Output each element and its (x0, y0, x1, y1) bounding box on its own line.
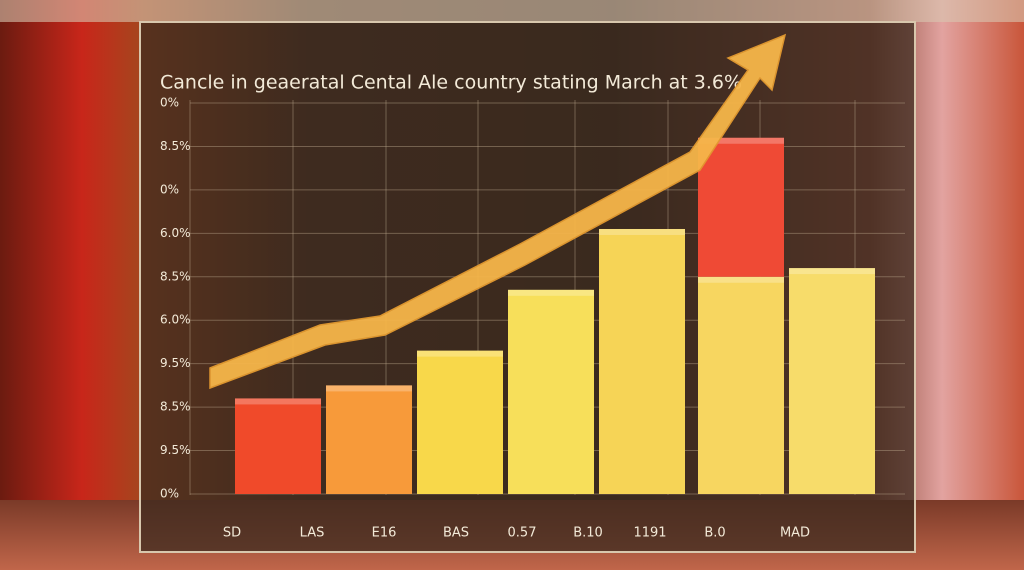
x-tick-label: SD (223, 526, 241, 541)
y-tick-label: 6.0% (160, 226, 191, 240)
bar (789, 268, 875, 494)
y-tick-label: 0% (160, 487, 179, 501)
bar-highlight (599, 228, 685, 235)
bar-highlight (508, 289, 594, 296)
y-tick-label: 0% (160, 96, 179, 110)
x-tick-label: B.0 (704, 526, 725, 541)
bar (698, 137, 784, 277)
y-tick-label: 9.5% (160, 356, 191, 370)
bar (599, 228, 685, 494)
x-tick-label: E16 (372, 526, 397, 541)
bar (698, 276, 784, 494)
x-tick-label: MAD (780, 526, 810, 541)
y-tick-label: 8.5% (160, 400, 191, 414)
bar-highlight (698, 137, 784, 144)
x-tick-label: BAS (443, 526, 469, 541)
trend-arrow (209, 33, 787, 390)
bar (326, 385, 412, 494)
y-tick-label: 8.5% (160, 139, 191, 153)
y-tick-label: 8.5% (160, 269, 191, 283)
bar (235, 398, 321, 494)
x-tick-label: 1191 (633, 526, 666, 541)
bar (417, 350, 503, 494)
bar-highlight (417, 350, 503, 357)
x-tick-label: B.10 (573, 526, 603, 541)
x-tick-label: 0.57 (508, 526, 537, 541)
sky (0, 0, 1024, 22)
bar-highlight (698, 276, 784, 283)
y-tick-label: 0% (160, 182, 179, 196)
bar-highlight (789, 268, 875, 275)
bar-highlight (326, 385, 412, 392)
y-tick-label: 9.5% (160, 443, 191, 457)
bar-highlight (235, 398, 321, 405)
x-tick-label: LAS (300, 526, 325, 541)
y-tick-label: 6.0% (160, 313, 191, 327)
bar (508, 289, 594, 494)
chart-title: Cancle in geaeratal Cental Ale country s… (160, 72, 742, 94)
